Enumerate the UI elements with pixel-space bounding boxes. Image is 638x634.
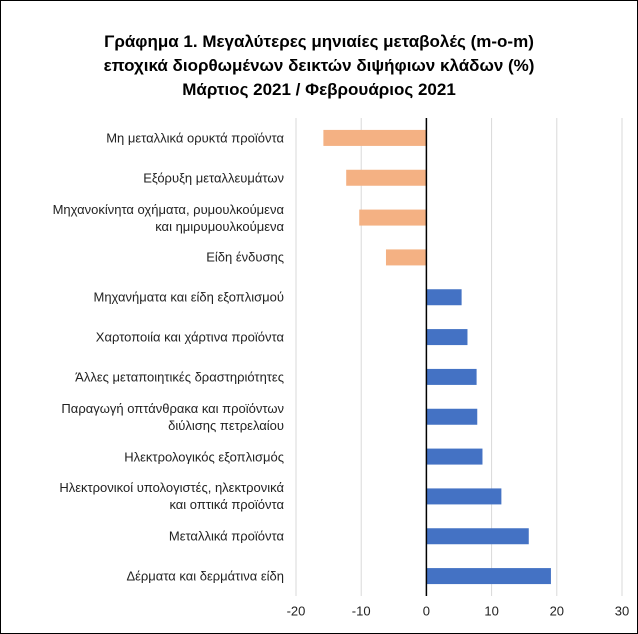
x-tick-label: 30 — [615, 603, 629, 618]
bar — [426, 329, 468, 346]
bar — [323, 129, 427, 146]
y-tick-label: Μεταλλικά προϊόντα — [168, 528, 284, 544]
x-tick-label: 10 — [484, 603, 498, 618]
bar — [359, 209, 427, 226]
bar — [426, 368, 477, 385]
bar — [426, 568, 551, 585]
bar — [346, 169, 427, 186]
y-tick-label: Ηλεκτρονικοί υπολογιστές, ηλεκτρονικά κα… — [59, 480, 284, 513]
bar — [426, 528, 529, 545]
bar — [426, 448, 483, 465]
y-tick-label: Ηλεκτρολογικός εξοπλισμός — [124, 449, 284, 465]
y-tick-label: Δέρματα και δερμάτινα είδη — [126, 568, 284, 584]
chart-title: Γράφημα 1. Μεγαλύτερες μηνιαίες μεταβολέ… — [103, 32, 535, 99]
bar — [426, 289, 462, 306]
x-tick-label: -10 — [352, 603, 371, 618]
x-tick-label: 20 — [550, 603, 564, 618]
y-tick-label: Χαρτοποιία και χάρτινα προϊόντα — [95, 329, 284, 345]
y-tick-label: Εξόρυξη μεταλλευμάτων — [143, 170, 284, 186]
bar — [426, 408, 478, 425]
y-tick-label: Μη μεταλλικά ορυκτά προϊόντα — [106, 130, 284, 146]
y-tick-label: Μηχανήματα και είδη εξοπλισμού — [93, 289, 284, 305]
x-tick-label: -20 — [287, 603, 306, 618]
y-tick-label: Είδη ένδυσης — [206, 249, 284, 265]
y-tick-label: Άλλες μεταποιητικές δραστηριότητες — [75, 369, 284, 385]
x-tick-label: 0 — [423, 603, 430, 618]
y-tick-label: Παραγωγή οπτάνθρακα και προϊόντων διύλισ… — [61, 400, 284, 433]
bar — [385, 249, 427, 266]
y-tick-label: Μηχανοκίνητα οχήματα, ρυμουλκούμενα και … — [52, 201, 284, 234]
bar — [426, 488, 502, 505]
